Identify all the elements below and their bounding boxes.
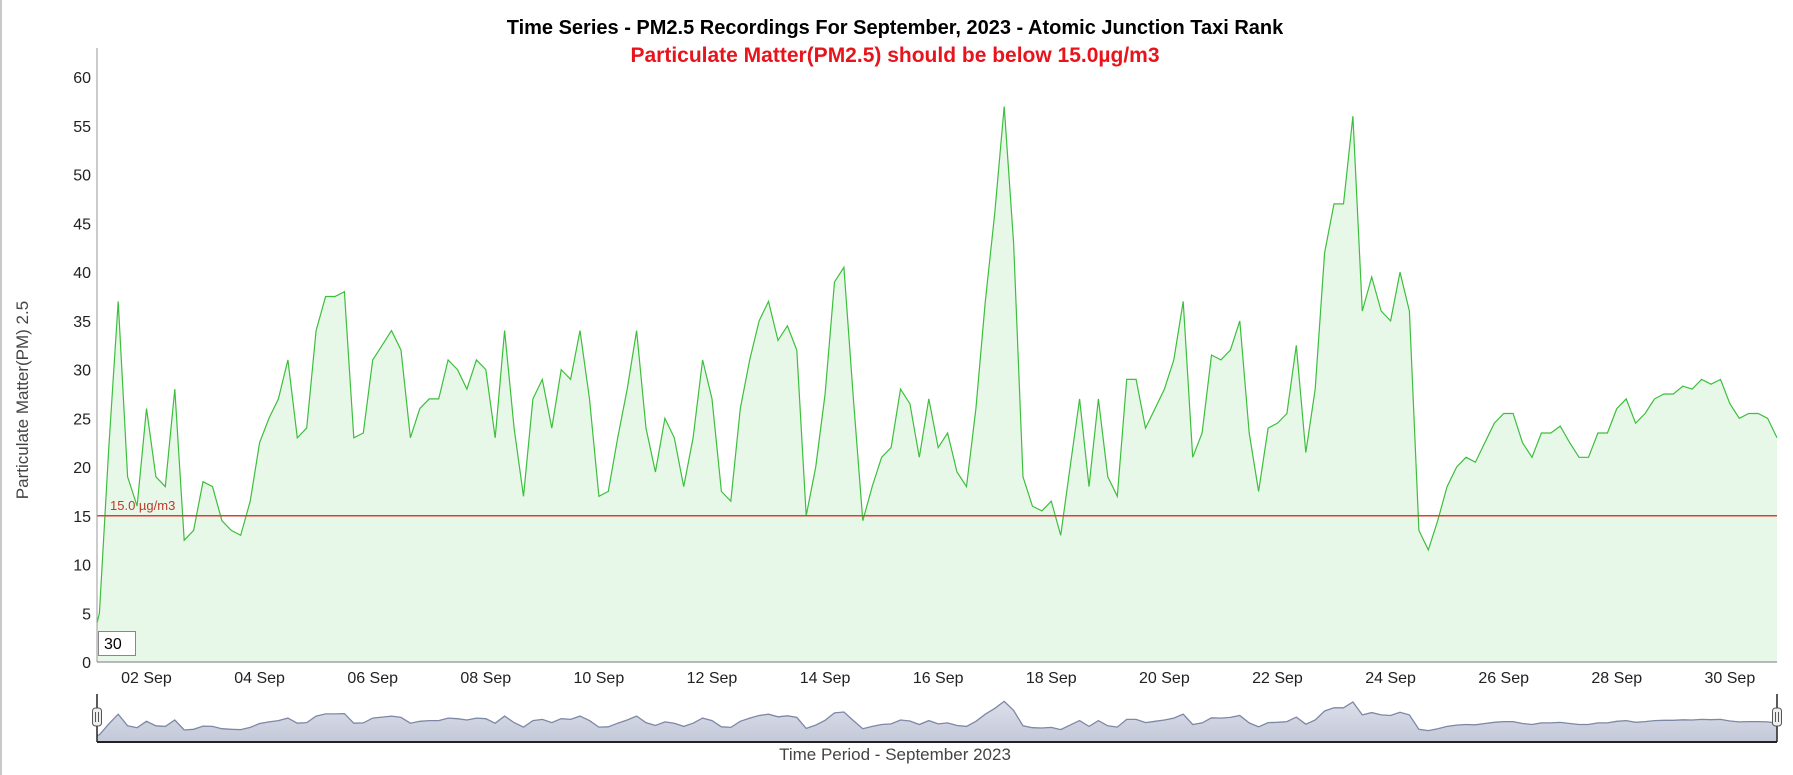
y-tick-label: 0 (82, 655, 91, 672)
y-tick-label: 40 (73, 265, 91, 282)
x-axis-title: Time Period - September 2023 (779, 745, 1011, 764)
y-tick-label: 25 (73, 411, 91, 428)
x-tick-label: 14 Sep (800, 670, 851, 687)
chart-title: Time Series - PM2.5 Recordings For Septe… (507, 17, 1284, 39)
x-tick-label: 22 Sep (1252, 670, 1303, 687)
x-tick-label: 08 Sep (460, 670, 511, 687)
y-tick-label: 35 (73, 314, 91, 331)
y-axis: 0 5 10 15 20 25 30 35 40 45 50 55 60 (73, 70, 91, 672)
x-tick-label: 28 Sep (1591, 670, 1642, 687)
x-tick-label: 02 Sep (121, 670, 172, 687)
x-tick-label: 20 Sep (1139, 670, 1190, 687)
y-tick-label: 10 (73, 558, 91, 575)
plot-area: 15.0 µg/m3 (96, 48, 1778, 663)
x-axis: 02 Sep 04 Sep 06 Sep 08 Sep 10 Sep 12 Sep 14 S… (121, 670, 1755, 687)
x-tick-label: 10 Sep (574, 670, 625, 687)
y-tick-label: 60 (73, 70, 91, 87)
x-tick-label: 26 Sep (1478, 670, 1529, 687)
pm25-series-line (96, 106, 1778, 624)
threshold-label: 15.0 µg/m3 (110, 498, 175, 513)
y-tick-label: 45 (73, 216, 91, 233)
y-tick-label: 5 (82, 606, 91, 623)
page-left-border (0, 0, 2, 775)
navigator-series-area (97, 701, 1777, 742)
x-tick-label: 30 Sep (1705, 670, 1756, 687)
x-tick-label: 16 Sep (913, 670, 964, 687)
period-input[interactable]: 30 (98, 631, 136, 656)
navigator[interactable] (92, 694, 1782, 743)
x-tick-label: 06 Sep (347, 670, 398, 687)
pm25-series-area (97, 106, 1777, 662)
y-tick-label: 30 (73, 363, 91, 380)
x-tick-label: 12 Sep (687, 670, 738, 687)
left-range-handle[interactable] (92, 707, 102, 727)
navigator-series-line (96, 700, 1778, 737)
x-tick-label: 04 Sep (234, 670, 285, 687)
right-range-handle[interactable] (1772, 707, 1782, 727)
y-tick-label: 55 (73, 119, 91, 136)
y-tick-label: 50 (73, 168, 91, 185)
y-tick-label: 15 (73, 509, 91, 526)
chart-subtitle: Particulate Matter(PM2.5) should be belo… (630, 44, 1159, 67)
y-axis-title: Particulate Matter(PM) 2.5 (13, 301, 32, 499)
x-tick-label: 24 Sep (1365, 670, 1416, 687)
y-tick-label: 20 (73, 460, 91, 477)
x-tick-label: 18 Sep (1026, 670, 1077, 687)
